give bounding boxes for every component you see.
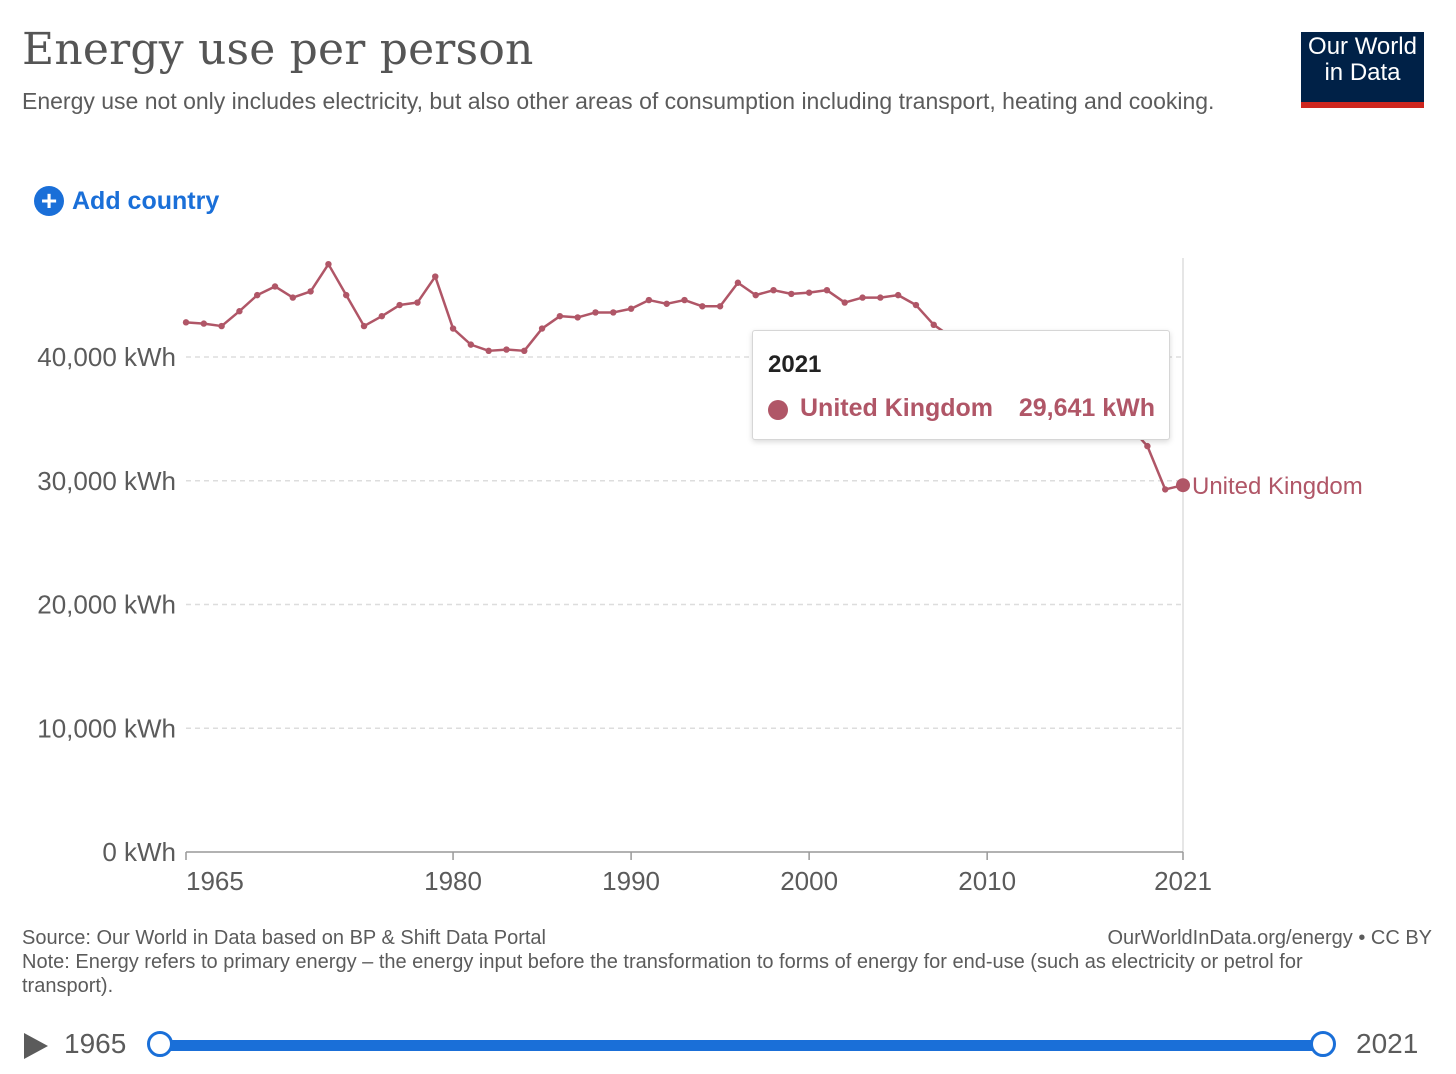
timeline-end-year: 2021: [1356, 1028, 1419, 1059]
x-tick-label: 1965: [186, 866, 244, 896]
data-point: [343, 291, 350, 299]
y-tick-label: 30,000 kWh: [37, 466, 176, 496]
data-point: [1161, 486, 1169, 493]
data-point: [485, 347, 492, 355]
data-point: [236, 308, 243, 315]
data-point: [289, 294, 297, 301]
data-point: [254, 291, 261, 299]
data-point: [556, 312, 564, 320]
x-tick-label: 1980: [424, 866, 482, 896]
data-point: [307, 288, 314, 295]
data-point: [325, 260, 332, 268]
tooltip: 2021 United Kingdom 29,641 kWh: [752, 330, 1170, 440]
data-point: [681, 296, 688, 304]
data-point: [360, 322, 368, 330]
timeline-start-year: 1965: [64, 1028, 127, 1059]
data-point: [823, 286, 831, 294]
data-point: [663, 300, 670, 307]
y-tick-label: 40,000 kWh: [37, 342, 176, 372]
source-text: Source: Our World in Data based on BP & …: [22, 927, 546, 949]
chart-subtitle: Energy use not only includes electricity…: [22, 88, 1215, 114]
data-point: [627, 305, 635, 312]
timeline-track[interactable]: [160, 1040, 1324, 1051]
data-point: [734, 279, 742, 286]
data-point: [752, 291, 759, 299]
data-point: [610, 309, 617, 316]
data-point: [877, 294, 884, 301]
tooltip-series-dot: [768, 400, 788, 420]
y-tick-label: 20,000 kWh: [37, 590, 176, 620]
data-point: [716, 303, 724, 310]
data-point: [574, 314, 581, 321]
data-point: [770, 286, 777, 294]
chart-title: Energy use per person: [22, 24, 534, 75]
data-point: [503, 346, 510, 353]
timeline-start-handle[interactable]: [147, 1031, 173, 1057]
data-point: [538, 325, 546, 332]
add-country-label: Add country: [72, 186, 220, 215]
data-point: [271, 283, 279, 290]
x-tick-label: 2010: [958, 866, 1016, 896]
data-point: [930, 321, 937, 329]
x-tick-label: 2021: [1154, 866, 1212, 896]
x-tick-label: 2000: [780, 866, 838, 896]
data-point: [521, 347, 528, 355]
data-point: [912, 301, 920, 309]
source-url-link[interactable]: OurWorldInData.org/energy • CC BY: [1107, 927, 1432, 949]
data-point: [396, 301, 403, 309]
data-point: [414, 299, 421, 306]
y-tick-label: 0 kWh: [102, 837, 176, 867]
data-point: [200, 320, 208, 327]
data-point: [841, 299, 848, 306]
timeline-end-handle[interactable]: [1310, 1031, 1336, 1057]
plus-circle-icon: +: [34, 186, 64, 216]
data-point: [645, 296, 653, 304]
end-label-layer: United Kingdom: [1192, 473, 1363, 500]
timeline: 1965 2021: [0, 1020, 1456, 1074]
tooltip-year: 2021: [768, 351, 822, 378]
logo-line-1: Our World: [1308, 33, 1417, 60]
logo-line-2: in Data: [1324, 59, 1401, 86]
y-axis: 0 kWh 10,000 kWh 20,000 kWh 30,000 kWh 40,00…: [37, 342, 176, 867]
data-point: [378, 312, 386, 320]
x-axis: 1965 1980 1990 2000 2010 2021: [185, 851, 1212, 896]
data-point: [449, 325, 457, 332]
data-point: [467, 341, 475, 348]
y-tick-label: 10,000 kWh: [37, 713, 176, 743]
tooltip-entity: United Kingdom: [800, 394, 994, 422]
play-icon[interactable]: [24, 1033, 48, 1059]
data-point: [432, 273, 439, 280]
series-end-point: [1176, 478, 1190, 493]
data-point: [805, 289, 813, 296]
data-point: [182, 319, 190, 326]
data-point: [788, 290, 795, 298]
data-point: [699, 303, 706, 310]
data-point: [1144, 442, 1151, 450]
data-point: [859, 294, 866, 301]
x-tick-label: 1990: [602, 866, 660, 896]
owid-logo[interactable]: Our World in Data: [1301, 32, 1424, 108]
add-country-button[interactable]: + Add country: [34, 186, 219, 216]
data-point: [894, 291, 902, 299]
note-text: Note: Energy refers to primary energy – …: [22, 951, 1303, 997]
data-point: [218, 322, 225, 330]
data-point: [592, 309, 599, 316]
footer: Source: Our World in Data based on BP & …: [22, 926, 1432, 998]
line-chart[interactable]: 0 kWh 10,000 kWh 20,000 kWh 30,000 kWh 40,00…: [0, 0, 1456, 920]
series-end-label: United Kingdom: [1192, 473, 1363, 500]
tooltip-value: 29,641 kWh: [1018, 394, 1155, 422]
